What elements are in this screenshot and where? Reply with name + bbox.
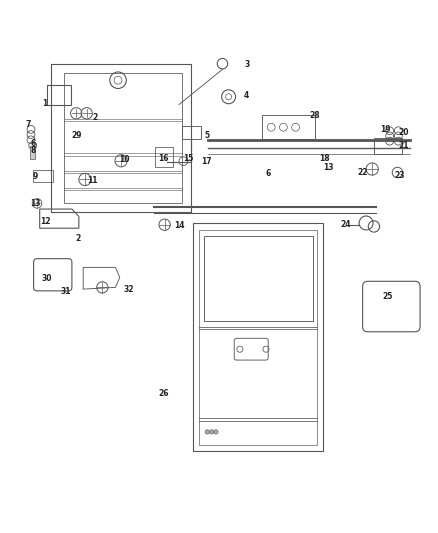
Text: 29: 29 xyxy=(71,131,81,140)
Text: 23: 23 xyxy=(395,171,405,180)
Text: 18: 18 xyxy=(319,154,330,163)
Text: 28: 28 xyxy=(309,110,320,119)
Text: 10: 10 xyxy=(119,156,129,164)
Text: 32: 32 xyxy=(123,285,134,294)
Text: 13: 13 xyxy=(30,199,41,208)
Text: 22: 22 xyxy=(357,168,368,177)
Text: 6: 6 xyxy=(265,169,270,178)
Text: 12: 12 xyxy=(41,217,51,226)
Bar xyxy=(30,147,35,158)
Circle shape xyxy=(209,430,214,434)
Text: 5: 5 xyxy=(204,132,209,140)
Text: 21: 21 xyxy=(399,141,409,150)
Text: 6: 6 xyxy=(30,139,35,148)
Text: 14: 14 xyxy=(174,221,184,230)
Text: 1: 1 xyxy=(42,99,48,108)
Text: 7: 7 xyxy=(26,120,31,129)
Circle shape xyxy=(214,430,218,434)
Circle shape xyxy=(205,430,209,434)
Text: 11: 11 xyxy=(87,176,97,185)
Text: 13: 13 xyxy=(323,163,334,172)
Text: 8: 8 xyxy=(30,146,35,155)
Text: 3: 3 xyxy=(245,60,250,69)
Text: 26: 26 xyxy=(158,389,169,398)
Text: 15: 15 xyxy=(184,154,194,163)
Text: 31: 31 xyxy=(60,287,71,296)
Text: 2: 2 xyxy=(75,233,80,243)
Text: 17: 17 xyxy=(201,157,212,166)
Text: 9: 9 xyxy=(33,172,38,181)
Text: 4: 4 xyxy=(244,91,249,100)
Text: 24: 24 xyxy=(341,220,351,229)
Text: 16: 16 xyxy=(158,154,169,163)
Text: 19: 19 xyxy=(380,125,391,134)
Text: 2: 2 xyxy=(92,112,98,122)
Text: 30: 30 xyxy=(42,274,52,283)
Text: 25: 25 xyxy=(383,292,393,301)
Text: 20: 20 xyxy=(399,128,409,137)
